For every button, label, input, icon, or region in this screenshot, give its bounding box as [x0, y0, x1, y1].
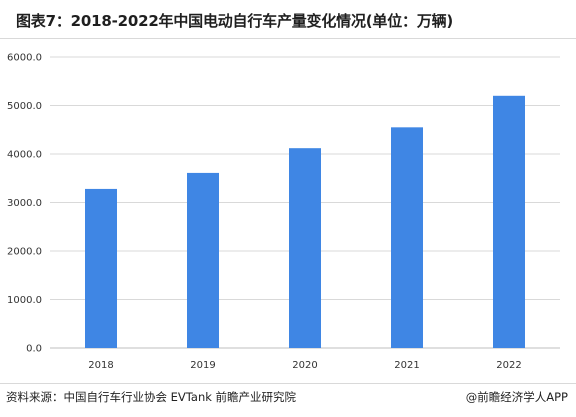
bar-2021 — [391, 127, 423, 348]
bars — [85, 95, 525, 348]
x-tick-label: 2020 — [292, 360, 317, 371]
y-tick-label: 3000.0 — [7, 198, 42, 209]
x-axis-ticks: 2018 2019 2020 2021 2022 — [88, 360, 521, 371]
y-tick-label: 5000.0 — [7, 101, 42, 112]
y-tick-label: 1000.0 — [7, 295, 42, 306]
bar-2019 — [187, 172, 219, 348]
y-tick-label: 0.0 — [26, 344, 42, 355]
credit-note: @前瞻经济学人APP — [465, 390, 568, 404]
y-tick-label: 2000.0 — [7, 247, 42, 258]
y-tick-label: 6000.0 — [7, 53, 42, 64]
x-tick-label: 2022 — [496, 360, 521, 371]
x-tick-label: 2019 — [190, 360, 215, 371]
x-tick-label: 2018 — [88, 360, 113, 371]
bar-2022 — [493, 95, 525, 348]
chart-title: 图表7：2018-2022年中国电动自行车产量变化情况(单位：万辆) — [16, 12, 454, 30]
title-divider — [0, 38, 576, 39]
y-tick-label: 4000.0 — [7, 150, 42, 161]
y-axis-ticks: 0.0 1000.0 2000.0 3000.0 4000.0 5000.0 6000.0 — [7, 53, 42, 355]
source-note: 资料来源：中国自行车行业协会 EVTank 前瞻产业研究院 — [6, 390, 297, 404]
x-tick-label: 2021 — [394, 360, 419, 371]
bar-2018 — [85, 188, 117, 348]
bar-2020 — [289, 148, 321, 348]
footer-divider — [0, 383, 576, 384]
